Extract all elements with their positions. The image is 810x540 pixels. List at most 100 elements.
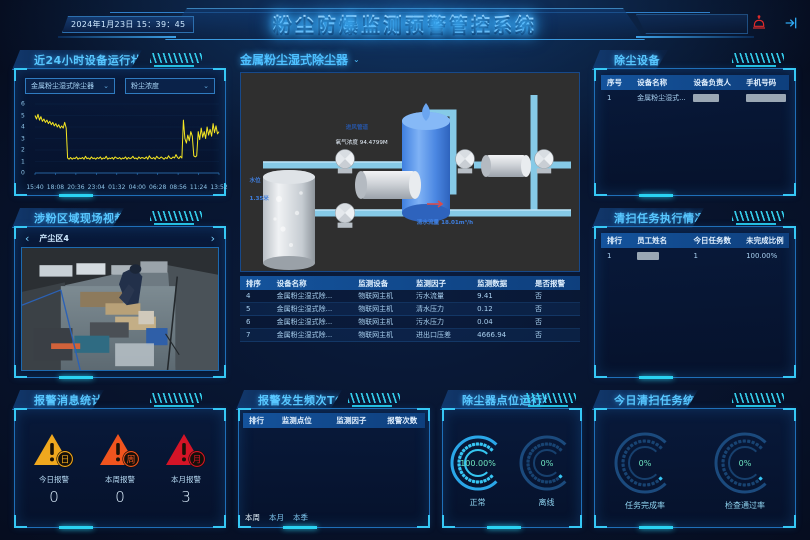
app-header: 2024年1月23日 15：39：45 粉尘防爆监测预警管控系统 [0, 0, 810, 46]
gauge-ring: 0% [614, 432, 667, 494]
corner-decor [783, 226, 796, 239]
table-cell: 否 [534, 292, 542, 300]
panel-title-alarm-stats: 报警消息统计 [12, 390, 104, 410]
gauge-item[interactable]: 0% 检查通过率 [713, 431, 777, 511]
table-cell: 清水压力 [415, 305, 444, 313]
chart-y-tick: 4 [21, 123, 25, 131]
device-select[interactable]: 金属粉尘湿式除尘器 ⌄ [25, 78, 115, 94]
decor-hatch [150, 393, 202, 407]
decor-nub [639, 194, 673, 197]
gauge-label: 检查通过率 [725, 501, 765, 510]
alarm-stat-label: 本月报警 [171, 474, 201, 484]
device-select-value: 金属粉尘湿式除尘器 [31, 82, 94, 90]
chevron-down-icon: ⌄ [103, 82, 109, 90]
table-row[interactable]: 7 金属粉尘湿式除... 物联网主机 进出口压差 4666.94 否 [240, 329, 580, 342]
table-row[interactable]: 4 金属粉尘湿式除... 物联网主机 污水流量 9.41 否 [240, 290, 580, 303]
table-cell: 1 [607, 251, 612, 260]
table-cell: 否 [534, 318, 542, 326]
table-header-cell: 今日任务数 [693, 236, 731, 245]
video-feed[interactable] [21, 247, 219, 371]
decor-hatch [348, 393, 400, 407]
monitor-table-header: 排序 设备名称 监测设备 监测因子 监测数据 是否报警 [240, 276, 580, 290]
table-cell-redacted [740, 93, 789, 102]
warning-triangle-icon: 月 [166, 433, 206, 468]
corner-decor [569, 408, 582, 421]
logout-icon[interactable] [780, 12, 802, 34]
prev-camera-icon[interactable]: ‹ [25, 232, 30, 245]
gauge-ring: 0% [714, 432, 767, 494]
table-cell: 进出口压差 [415, 331, 451, 339]
corner-decor [783, 515, 796, 528]
svg-text:周: 周 [126, 454, 135, 465]
next-camera-icon[interactable]: › [210, 232, 215, 245]
alarm-card-list: 日 今日报警 0 周 本周报警 0 月 本月报警 [21, 415, 219, 521]
datetime-display: 2024年1月23日 15：39：45 [62, 16, 195, 33]
table-cell: 金属粉尘湿式除... [276, 331, 333, 339]
decor-hatch [150, 53, 202, 67]
header-center-plate [165, 8, 645, 40]
decor-hatch [732, 53, 784, 67]
alarm-stat-card[interactable]: 月 本月报警 3 [164, 431, 208, 506]
table-header-cell: 手机号码 [746, 78, 777, 87]
gauge-label: 离线 [538, 498, 555, 507]
alarm-stat-card[interactable]: 周 本周报警 0 [98, 431, 142, 506]
factor-select[interactable]: 粉尘浓度 ⌄ [125, 78, 215, 94]
panel-body-today-task: 0% 任务完成率 0% 检查通过率 [594, 408, 796, 529]
corner-decor [14, 226, 27, 239]
point-status-gauges: 100.00% 正常 0% 离线 [443, 409, 581, 527]
gauge-item[interactable]: 100.00% 正常 [449, 434, 507, 508]
table-header-cell: 设备负责人 [693, 78, 731, 87]
equipment-table: 序号 设备名称 设备负责人 手机号码 1 金属粉尘湿式... [601, 75, 789, 105]
gauge-value: 0% [739, 459, 752, 468]
gauge-item[interactable]: 0% 任务完成率 [613, 431, 677, 511]
decor-nub [59, 194, 93, 197]
top5-tab-本月[interactable]: 本月 [269, 513, 284, 522]
table-cell: 物联网主机 [358, 305, 394, 313]
gauge-label: 正常 [469, 498, 486, 507]
table-row[interactable]: 6 金属粉尘湿式除... 物联网主机 污水压力 0.04 否 [240, 316, 580, 329]
gauge-item[interactable]: 0% 离线 [518, 434, 576, 508]
clean-task-table-body: 1 1 100.00% [601, 248, 789, 263]
svg-text:月: 月 [192, 454, 201, 465]
clean-task-table: 排行 员工姓名 今日任务数 未完成比例 1 1 100.00% [601, 233, 789, 263]
corner-decor [783, 408, 796, 421]
table-row[interactable]: 5 金属粉尘湿式除... 物联网主机 清水压力 0.12 否 [240, 303, 580, 316]
decor-nub [59, 376, 93, 379]
table-cell: 0.12 [477, 305, 493, 313]
decor-nub [487, 526, 521, 529]
chart-y-tick: 5 [21, 112, 25, 119]
gauge-value: 0% [540, 459, 553, 468]
table-cell-redacted [687, 93, 740, 102]
factor-select-value: 粉尘浓度 [131, 82, 159, 90]
gauge-value: 100.00% [460, 459, 496, 468]
dust-collector-header[interactable]: 金属粉尘湿式除尘器 ⌄ [240, 50, 360, 68]
monitor-table-body: 4 金属粉尘湿式除... 物联网主机 污水流量 9.41 否 5 金属粉尘湿式除... 物联网主… [240, 290, 580, 342]
decor-hatch [732, 393, 784, 407]
decor-hatch [524, 393, 576, 407]
table-cell: 否 [534, 305, 542, 313]
chart-y-tick: 2 [21, 146, 25, 154]
chart-x-tick: 01:32 [108, 184, 126, 191]
top5-tab-本周[interactable]: 本周 [245, 513, 260, 522]
panel-body-alarm-stats: 日 今日报警 0 周 本周报警 0 月 本月报警 [14, 408, 226, 529]
table-header-cell: 监测因子 [415, 278, 446, 288]
top5-tab-本季[interactable]: 本季 [293, 513, 308, 522]
alarm-stat-card[interactable]: 日 今日报警 0 [32, 431, 76, 506]
chevron-down-icon: ⌄ [203, 82, 209, 90]
corner-decor [213, 183, 226, 196]
alarm-bell-icon[interactable] [748, 12, 770, 34]
camera-switcher: ‹ 产尘区4 › [21, 231, 219, 246]
table-row[interactable]: 1 金属粉尘湿式... [601, 90, 789, 105]
table-row[interactable]: 1 1 100.00% [601, 248, 789, 263]
corner-decor [14, 183, 27, 196]
panel-equipment: 除尘设备 序号 设备名称 设备负责人 手机号码 1 金属粉尘湿式... [592, 50, 798, 198]
table-cell: 污水流量 [415, 292, 444, 300]
table-cell: 金属粉尘湿式除... [276, 318, 333, 326]
datetime-text: 2024年1月23日 15：39：45 [71, 19, 185, 30]
panel-dust-collector: 金属粉尘湿式除尘器 ⌄ [236, 50, 584, 376]
table-header-cell: 设备名称 [637, 78, 668, 87]
table-header-cell: 员工姓名 [637, 236, 668, 245]
chevron-down-icon[interactable]: ⌄ [353, 54, 360, 64]
chart-y-tick: 3 [21, 135, 25, 142]
alarm-stat-label: 本周报警 [105, 474, 135, 484]
